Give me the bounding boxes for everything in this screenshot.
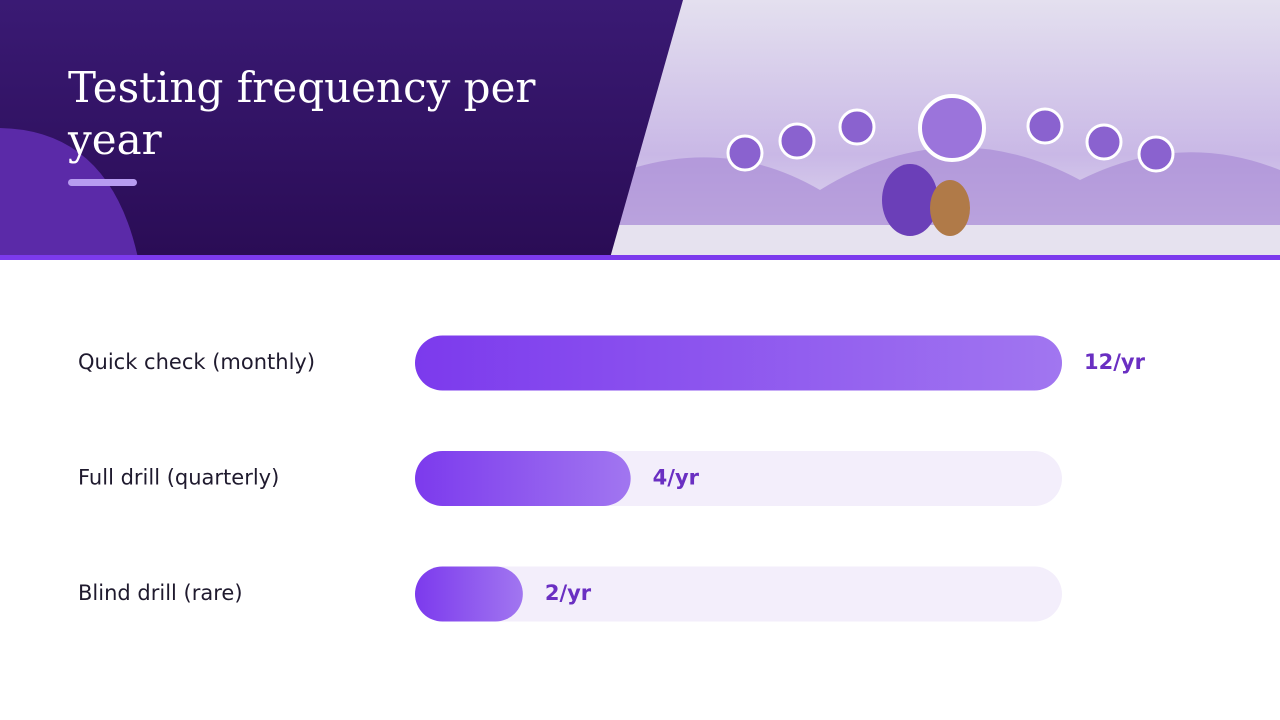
header: Testing frequency per year	[0, 0, 1280, 260]
title-underline	[68, 179, 137, 186]
bar	[415, 451, 631, 506]
icon	[1085, 123, 1123, 161]
icon	[1026, 107, 1064, 145]
bar	[415, 566, 523, 622]
bar	[415, 335, 1062, 391]
dog	[930, 180, 970, 236]
icon	[778, 122, 816, 160]
icon	[726, 134, 764, 172]
decor-circle	[0, 128, 138, 258]
clock-icon	[918, 94, 986, 162]
category-label: Blind drill (rare)	[78, 581, 243, 605]
value-label: 12/yr	[1084, 350, 1146, 374]
category-label: Full drill (quarterly)	[78, 466, 279, 490]
header-panel	[0, 0, 683, 258]
title-line: year	[67, 115, 163, 164]
value-label: 4/yr	[653, 466, 700, 490]
title-line: Testing frequency per	[68, 63, 536, 112]
bar-track	[415, 566, 1062, 622]
header-rule	[0, 255, 1280, 260]
icon	[838, 108, 876, 146]
category-label: Quick check (monthly)	[78, 350, 315, 374]
value-label: 2/yr	[545, 581, 592, 605]
icon	[1137, 135, 1175, 173]
person	[882, 164, 938, 236]
chart-title: Testing frequency per year	[67, 63, 536, 164]
